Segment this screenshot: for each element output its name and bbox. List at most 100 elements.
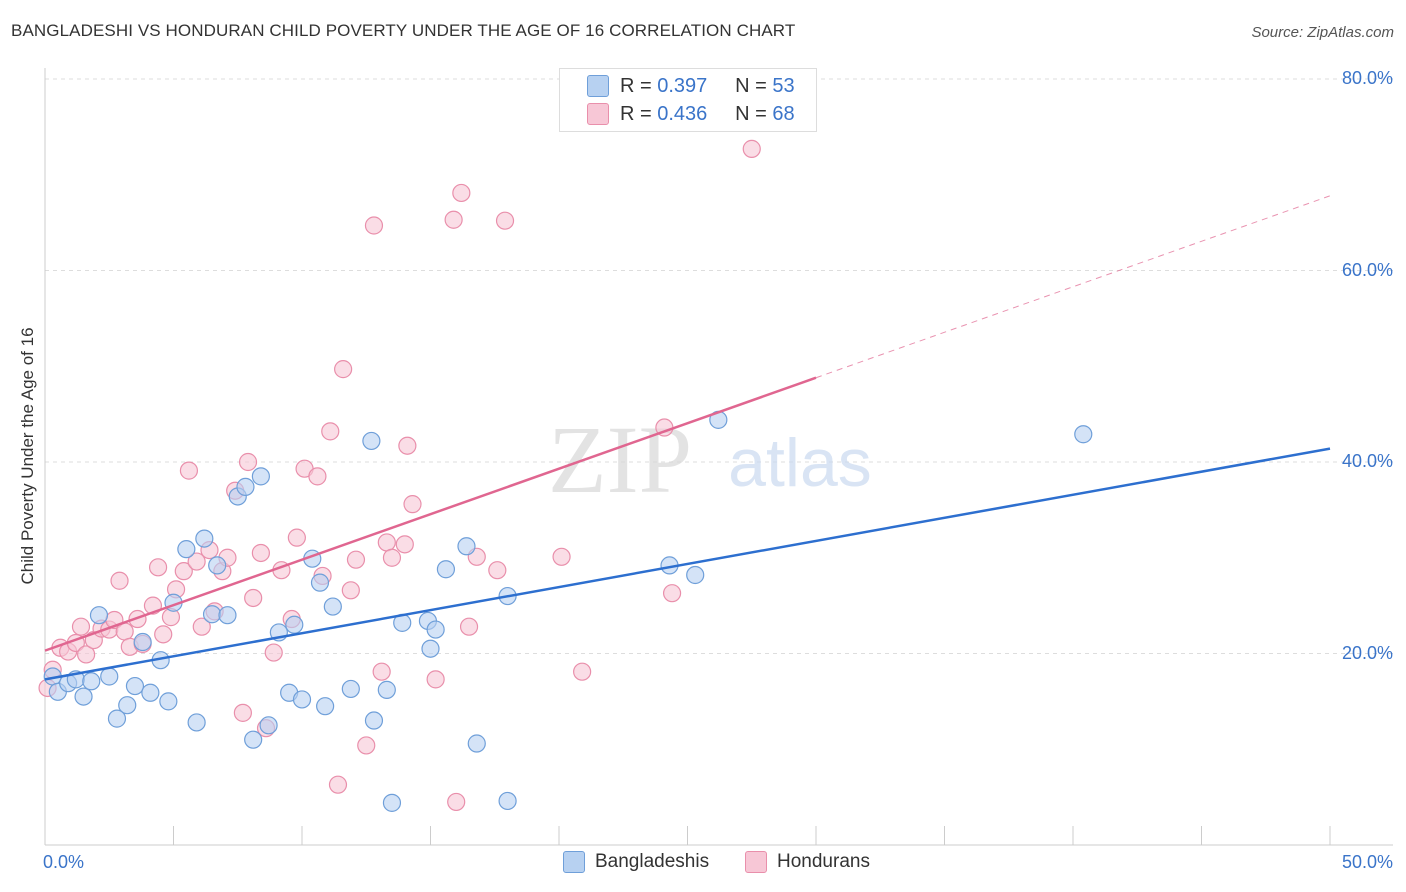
honduran-point — [187, 552, 206, 571]
honduran-point — [372, 662, 391, 681]
bangladeshi-point — [177, 540, 196, 559]
honduran-point — [552, 547, 571, 566]
bangladeshi-point — [100, 667, 119, 686]
honduran-point — [154, 625, 173, 644]
honduran-point — [447, 792, 466, 812]
bangladeshi-point — [89, 606, 109, 625]
y-tick-label: 40.0% — [1341, 451, 1393, 471]
honduran-point — [110, 571, 129, 590]
honduran-trend-line — [44, 376, 817, 652]
bangladeshi-point — [118, 696, 137, 715]
legend-n-hondurans: 68 — [772, 102, 795, 125]
bangladeshi-point — [208, 556, 227, 575]
honduran-point — [444, 210, 463, 229]
bangladeshi-point — [195, 529, 214, 548]
honduran-point — [395, 535, 414, 554]
legend-swatch-hondurans — [587, 103, 609, 125]
bottom-legend-swatch-bangladeshis — [563, 851, 585, 873]
x-tick-label: 50.0% — [1341, 852, 1393, 872]
honduran-point — [287, 528, 306, 547]
honduran-point — [192, 617, 211, 636]
honduran-point — [334, 360, 353, 379]
honduran-point — [341, 581, 360, 600]
legend-swatch-bangladeshis — [587, 75, 609, 97]
honduran-point — [452, 183, 471, 203]
bangladeshi-point — [436, 560, 456, 579]
honduran-point — [346, 550, 366, 569]
honduran-point — [459, 617, 479, 636]
honduran-point — [377, 533, 396, 552]
bangladeshi-point — [202, 605, 222, 624]
honduran-point — [573, 662, 592, 681]
bottom-legend-bangladeshis: Bangladeshis — [563, 851, 709, 873]
honduran-point — [495, 211, 515, 230]
honduran-point — [662, 584, 682, 603]
watermark: ZIP atlas — [548, 406, 872, 513]
bangladeshi-point — [244, 730, 263, 749]
bangladeshi-point — [141, 683, 160, 702]
bangladeshi-point — [107, 709, 127, 728]
axes — [44, 68, 1393, 846]
bangladeshi-point — [382, 793, 402, 812]
legend-n-bangladeshis: 53 — [772, 74, 795, 97]
bangladeshi-point — [498, 791, 517, 811]
honduran-point — [364, 216, 384, 235]
honduran-point — [174, 562, 193, 581]
legend-r-hondurans: 0.436 — [657, 102, 708, 125]
bangladeshi-point — [251, 467, 270, 486]
honduran-point — [264, 643, 283, 662]
honduran-point — [233, 703, 252, 722]
bangladeshi-point — [218, 606, 237, 625]
bangladeshi-point — [292, 690, 312, 709]
legend-r-label: R = — [620, 102, 652, 125]
bangladeshi-point — [74, 687, 93, 706]
honduran-point — [488, 561, 507, 580]
chart-source: Source: ZipAtlas.com — [1251, 24, 1394, 41]
bangladeshi-point — [341, 679, 360, 699]
honduran-point — [403, 495, 422, 514]
watermark-atlas: atlas — [728, 425, 872, 501]
bangladeshi-point — [457, 537, 476, 556]
honduran-point — [244, 588, 263, 608]
legend-n-label: N = — [735, 74, 767, 97]
bangladeshi-point — [187, 713, 206, 732]
bangladeshi-point — [362, 431, 381, 451]
bangladeshi-point — [125, 676, 145, 696]
bangladeshi-point — [426, 620, 445, 639]
legend-n-label: N = — [735, 102, 767, 125]
honduran-point — [321, 422, 340, 441]
honduran-point — [148, 558, 168, 577]
honduran-point — [382, 548, 402, 567]
bangladeshi-point — [686, 565, 705, 585]
bangladeshis-points — [43, 410, 1093, 812]
legend-r-label: R = — [620, 74, 652, 97]
trend-lines — [44, 195, 1331, 681]
honduran-point — [77, 645, 96, 664]
honduran-point — [71, 617, 91, 636]
y-axis-label: Child Poverty Under the Age of 16 — [18, 327, 37, 585]
bangladeshi-point — [285, 615, 304, 634]
honduran-point — [251, 543, 270, 563]
x-tick-label: 0.0% — [43, 852, 85, 872]
honduran-point — [179, 461, 199, 480]
honduran-point — [398, 436, 417, 455]
honduran-point — [328, 775, 348, 794]
bangladeshi-point — [159, 692, 178, 711]
bangladeshi-point — [236, 477, 255, 496]
honduran-point — [308, 467, 327, 486]
hondurans-points — [38, 139, 761, 812]
bangladeshi-point — [467, 734, 486, 753]
bangladeshi-point — [421, 639, 440, 658]
bangladeshi-point — [259, 716, 278, 735]
correlation-legend: R = 0.397 N = 53 R = 0.436 N = 68 — [559, 68, 817, 132]
bangladeshi-point — [133, 632, 152, 652]
bottom-legend-hondurans: Hondurans — [745, 851, 870, 873]
bottom-legend-label-bangladeshis: Bangladeshis — [595, 851, 710, 872]
bangladeshi-point — [316, 697, 335, 716]
bangladeshi-point — [1074, 425, 1093, 444]
bangladeshi-trend-line — [44, 447, 1331, 681]
y-tick-label: 20.0% — [1341, 642, 1393, 663]
bangladeshi-point — [377, 680, 396, 699]
honduran-point — [742, 139, 761, 158]
